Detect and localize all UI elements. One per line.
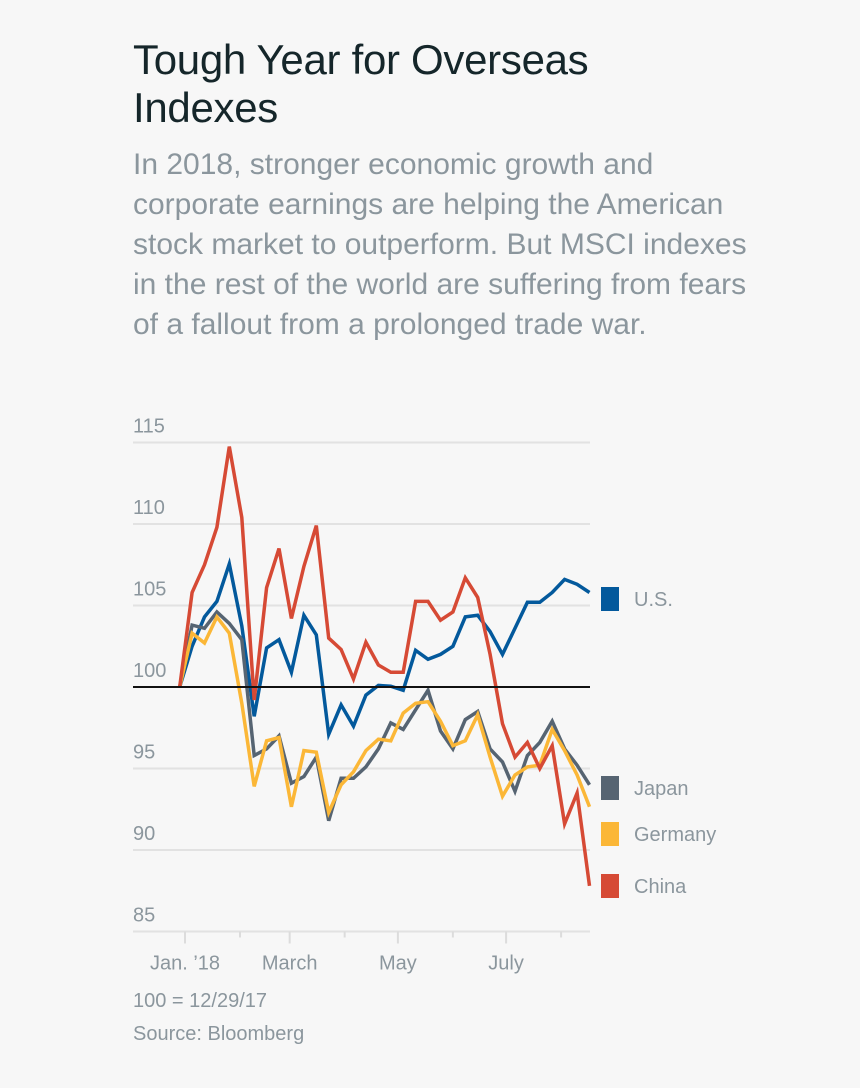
source-note: Source: Bloomberg [133, 1023, 305, 1045]
y-tick-label: 105 [133, 579, 166, 601]
legend-label: Japan [634, 778, 689, 800]
series-line-us [178, 557, 591, 742]
y-tick-label: 90 [133, 823, 155, 845]
y-tick-label: 115 [133, 416, 165, 438]
legend-swatch [601, 776, 619, 800]
x-tick-label: March [262, 953, 318, 975]
legend-label: China [634, 876, 687, 898]
y-tick-label: 95 [133, 742, 155, 764]
y-tick-label: 110 [133, 497, 165, 519]
legend-swatch [601, 822, 619, 846]
series-line-china [177, 446, 592, 887]
series-line-germany [177, 613, 592, 819]
chart-title: Tough Year for Overseas Indexes [133, 36, 589, 131]
legend-label: Germany [634, 824, 716, 846]
x-tick-label: May [379, 953, 417, 975]
footnote: 100 = 12/29/17 [133, 990, 268, 1012]
legend-swatch [601, 874, 619, 898]
x-tick-label: Jan. ’18 [150, 953, 220, 975]
y-tick-label: 85 [133, 905, 155, 927]
x-tick-label: July [488, 953, 524, 975]
chart-subtitle: In 2018, stronger economic growth and co… [133, 148, 747, 341]
series-line-japan [177, 609, 591, 822]
legend-label: U.S. [634, 589, 673, 611]
legend-swatch [601, 587, 619, 611]
y-tick-label: 100 [133, 660, 166, 682]
